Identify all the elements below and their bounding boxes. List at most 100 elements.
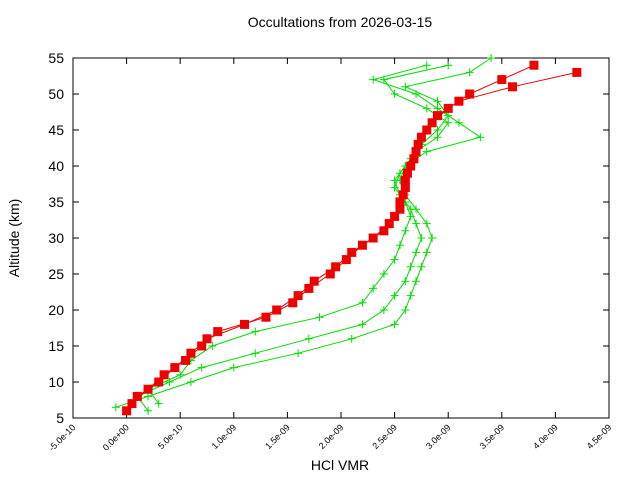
square-marker — [331, 262, 341, 272]
plus-marker — [422, 147, 431, 156]
plus-marker — [406, 291, 415, 300]
plus-marker — [304, 334, 313, 343]
y-tick-label: 40 — [48, 158, 64, 174]
square-marker — [432, 111, 442, 121]
square-marker — [304, 283, 314, 293]
square-marker — [132, 391, 142, 401]
square-marker — [154, 377, 164, 387]
x-axis-label: HCl VMR — [311, 457, 369, 473]
plus-marker — [186, 378, 195, 386]
plus-marker — [406, 212, 415, 221]
chart-title: Occultations from 2026-03-15 — [248, 14, 433, 30]
y-tick-label: 10 — [48, 374, 64, 390]
square-marker — [465, 89, 475, 99]
plus-marker — [422, 219, 431, 228]
plus-marker — [401, 306, 410, 314]
plus-marker — [229, 363, 238, 372]
plus-marker — [208, 342, 217, 350]
plus-marker — [390, 183, 399, 192]
square-marker — [325, 269, 335, 279]
y-tick-label: 15 — [48, 338, 64, 354]
y-tick-label: 35 — [48, 194, 64, 210]
plus-marker — [251, 327, 260, 336]
plus-marker — [454, 118, 463, 127]
square-marker — [413, 139, 423, 149]
square-marker — [395, 204, 405, 214]
plus-marker — [487, 54, 496, 62]
square-marker — [261, 312, 271, 322]
y-tick-label: 20 — [48, 302, 64, 318]
square-marker — [398, 190, 408, 200]
plus-marker — [433, 133, 442, 142]
plus-marker — [412, 277, 421, 286]
plus-marker — [422, 104, 431, 113]
square-marker — [497, 75, 507, 85]
y-tick-label: 50 — [48, 86, 64, 102]
plus-marker — [433, 104, 442, 113]
plus-marker — [444, 61, 453, 70]
plus-marker — [347, 334, 356, 343]
plus-marker — [417, 262, 426, 271]
plus-marker — [358, 298, 367, 307]
square-marker — [293, 291, 303, 301]
plus-marker — [315, 313, 324, 322]
plus-marker — [176, 370, 185, 379]
y-tick-label: 30 — [48, 230, 64, 246]
plus-marker — [433, 97, 442, 106]
square-marker — [272, 305, 282, 315]
plus-marker — [390, 291, 399, 300]
square-marker — [181, 355, 191, 365]
square-marker — [402, 168, 412, 178]
square-marker — [202, 334, 212, 344]
plus-marker — [417, 234, 426, 242]
plus-marker — [412, 248, 421, 257]
square-marker — [159, 370, 169, 380]
square-marker — [213, 327, 223, 337]
square-marker — [379, 226, 389, 236]
square-marker — [400, 183, 410, 193]
square-marker — [529, 60, 539, 70]
y-tick-label: 5 — [56, 410, 64, 426]
plus-marker — [422, 248, 431, 257]
square-marker — [390, 211, 400, 221]
square-marker — [197, 341, 207, 351]
square-marker — [454, 96, 464, 106]
plus-marker — [154, 399, 163, 408]
plus-marker — [197, 363, 206, 372]
plus-marker — [395, 241, 404, 250]
plus-marker — [465, 68, 474, 77]
plus-marker — [390, 255, 399, 264]
square-marker — [288, 298, 298, 308]
square-marker — [508, 82, 518, 92]
plus-marker — [412, 219, 421, 228]
square-marker — [186, 348, 196, 358]
square-marker — [357, 240, 367, 250]
plus-marker — [395, 169, 404, 178]
plus-marker — [144, 406, 153, 415]
plus-marker — [369, 75, 378, 84]
plus-marker — [379, 75, 388, 84]
y-tick-label: 45 — [48, 122, 64, 138]
square-marker — [409, 154, 419, 164]
square-marker — [341, 255, 351, 265]
square-marker — [400, 175, 410, 185]
plus-marker — [144, 392, 153, 401]
square-marker — [422, 125, 432, 135]
plus-marker — [369, 284, 378, 293]
square-marker — [240, 319, 250, 329]
square-marker — [395, 197, 405, 207]
square-marker — [122, 406, 132, 416]
plus-marker — [379, 270, 388, 278]
plus-marker — [444, 118, 453, 127]
y-tick-label: 55 — [48, 50, 64, 66]
plus-marker — [422, 61, 431, 70]
square-marker — [347, 247, 357, 257]
square-marker — [143, 384, 153, 394]
square-marker — [309, 276, 319, 286]
plus-marker — [401, 226, 410, 235]
plus-marker — [428, 234, 437, 242]
plus-marker — [401, 82, 410, 91]
plus-marker — [294, 349, 303, 358]
